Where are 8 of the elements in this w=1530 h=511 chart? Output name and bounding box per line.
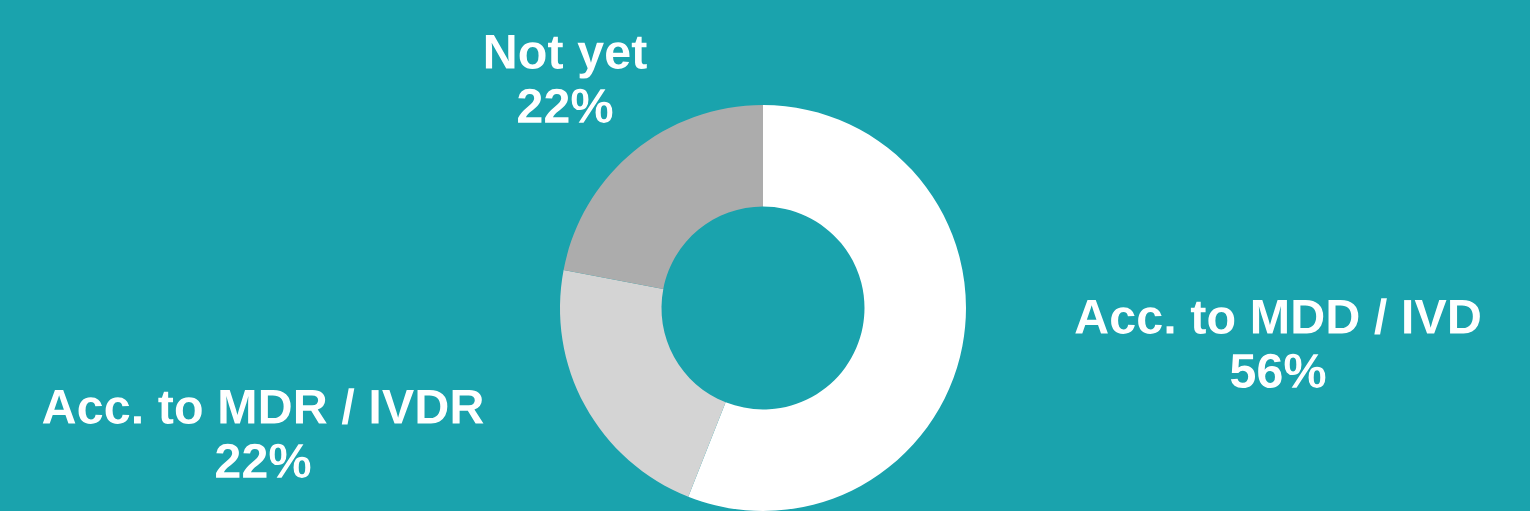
data-label: 22% bbox=[216, 443, 311, 479]
slice-label: Acc. to MDD / IVD bbox=[1075, 298, 1480, 335]
slice-label: Acc. to MDR / IVDR bbox=[42, 388, 484, 425]
data-label: 22% bbox=[518, 88, 613, 124]
donut-slice bbox=[688, 105, 966, 511]
data-label: 56% bbox=[1230, 353, 1326, 389]
donut-slice bbox=[560, 269, 726, 497]
slice-label: Not yet bbox=[485, 35, 647, 79]
